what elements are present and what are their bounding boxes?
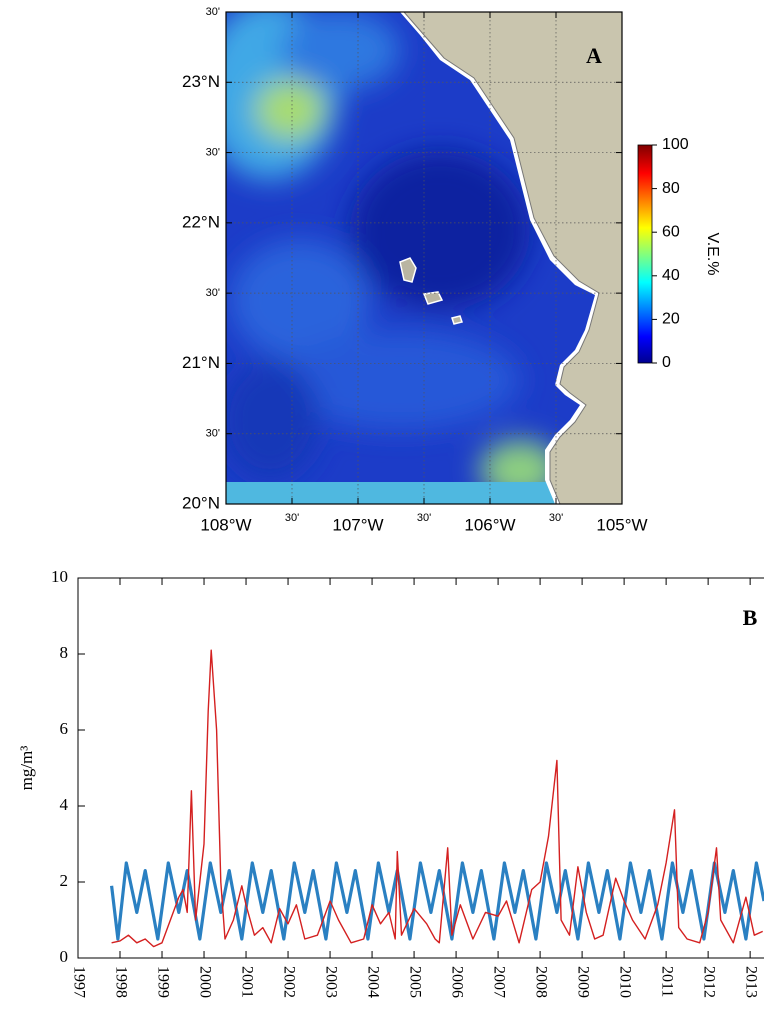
- y-tick-label: 23°N: [182, 72, 220, 91]
- y-tick-label: 21°N: [182, 353, 220, 372]
- x-tick-label: 1998: [112, 966, 129, 998]
- y-tick-label: 4: [60, 795, 69, 814]
- colorbar-label: V.E.%: [704, 233, 721, 276]
- y-tick-label: 0: [60, 947, 69, 966]
- x-tick-label: 2001: [238, 966, 255, 998]
- series-line: [111, 649, 763, 948]
- colorbar: [637, 144, 653, 364]
- x-tick-label: 2007: [490, 966, 507, 998]
- panel-label: A: [586, 43, 602, 68]
- x-tick-label: 30': [417, 512, 431, 524]
- x-tick-label: 30': [549, 512, 563, 524]
- x-tick-label: 2013: [742, 966, 759, 998]
- x-tick-label: 2005: [406, 966, 423, 998]
- y-tick-label: 30': [206, 428, 220, 440]
- colorbar-tick-label: 20: [662, 311, 680, 328]
- y-axis-label: mg/m³: [17, 746, 36, 791]
- x-tick-label: 2012: [700, 966, 717, 998]
- y-tick-label: 20°N: [182, 493, 220, 512]
- y-tick-label: 10: [51, 567, 68, 586]
- x-tick-label: 2000: [196, 966, 213, 998]
- colorbar-tick-label: 60: [662, 223, 680, 240]
- y-tick-label: 22°N: [182, 212, 220, 231]
- y-tick-label: 30': [206, 146, 220, 158]
- x-tick-label: 107°W: [332, 515, 383, 534]
- y-tick-label: 8: [60, 643, 69, 662]
- x-tick-label: 2002: [280, 966, 297, 998]
- x-tick-label: 2011: [658, 966, 675, 997]
- map-image: [226, 12, 622, 504]
- x-tick-label: 106°W: [464, 515, 515, 534]
- x-tick-label: 2009: [574, 966, 591, 998]
- x-tick-label: 2010: [616, 966, 633, 998]
- x-tick-label: 2003: [322, 966, 339, 998]
- y-tick-label: 30': [206, 6, 220, 18]
- y-tick-label: 30': [206, 287, 220, 299]
- colorbar-tick-label: 0: [662, 354, 671, 371]
- x-tick-label: 2004: [364, 966, 381, 998]
- x-tick-label: 1997: [70, 966, 87, 998]
- panel-label: B: [743, 605, 758, 630]
- x-tick-label: 105°W: [596, 515, 647, 534]
- colorbar-tick-label: 100: [662, 136, 689, 153]
- y-tick-label: 6: [60, 719, 69, 738]
- x-tick-label: 2008: [532, 966, 549, 998]
- series-line: [110, 861, 764, 941]
- x-tick-label: 108°W: [200, 515, 251, 534]
- plot-frame: [77, 577, 764, 959]
- x-tick-label: 1999: [154, 966, 171, 998]
- x-tick-label: 2006: [448, 966, 465, 998]
- y-tick-label: 2: [60, 871, 69, 890]
- x-tick-label: 30': [285, 512, 299, 524]
- colorbar-tick-label: 80: [662, 180, 680, 197]
- colorbar-tick-label: 40: [662, 267, 680, 284]
